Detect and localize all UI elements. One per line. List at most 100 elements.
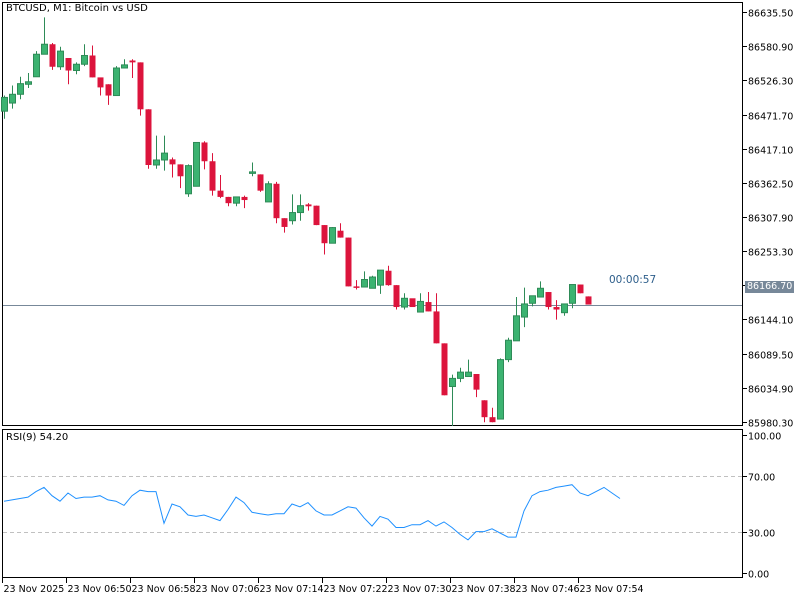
time-tick-label: 23 Nov 07:22	[324, 584, 388, 595]
bull-candle	[17, 83, 24, 95]
bear-candle	[385, 270, 392, 286]
price-tick-label: 86580.90	[748, 43, 793, 54]
bear-candle	[281, 218, 288, 227]
bear-candle	[545, 292, 552, 308]
price-tick-label: 86089.50	[748, 351, 793, 362]
bull-candle	[329, 227, 336, 244]
bull-candle	[529, 295, 536, 304]
bull-candle	[161, 152, 168, 161]
countdown-timer: 00:00:57	[609, 274, 657, 286]
bull-candle	[25, 81, 32, 85]
time-tick-label: 23 Nov 07:06	[196, 584, 260, 595]
bear-candle	[169, 159, 176, 165]
time-tick-label: 23 Nov 07:30	[388, 584, 452, 595]
bull-candle	[233, 196, 240, 204]
bull-candle	[153, 159, 160, 166]
bull-candle	[417, 300, 424, 313]
bear-candle	[241, 196, 248, 201]
bull-candle	[497, 359, 504, 420]
bull-candle	[265, 183, 272, 203]
bear-candle	[409, 298, 416, 308]
bull-candle	[457, 371, 464, 379]
bear-candle	[425, 302, 432, 312]
rsi-tick-label: 100.00	[748, 432, 781, 443]
rsi-tick-label: 70.00	[748, 473, 775, 484]
price-tick-label: 86253.30	[748, 248, 793, 259]
bull-candle	[121, 64, 128, 69]
price-tick-label: 86362.50	[748, 180, 793, 191]
bear-candle	[89, 55, 96, 78]
bear-candle	[177, 164, 184, 177]
bull-candle	[193, 141, 200, 187]
price-tick-label: 86471.70	[748, 112, 793, 123]
bear-candle	[585, 296, 592, 305]
bear-candle	[137, 62, 144, 110]
bull-candle	[9, 93, 16, 104]
bull-candle	[73, 63, 80, 72]
bear-candle	[577, 284, 584, 294]
bear-candle	[97, 77, 104, 88]
bull-candle	[521, 303, 528, 318]
bear-candle	[209, 161, 216, 191]
bull-candle	[465, 371, 472, 378]
bear-candle	[553, 307, 560, 310]
bull-candle	[569, 284, 576, 304]
bull-candle	[1, 96, 8, 112]
price-tick-label: 86144.10	[748, 316, 793, 327]
bear-candle	[321, 225, 328, 244]
bull-candle	[81, 54, 88, 65]
bear-candle	[313, 205, 320, 226]
bear-candle	[433, 311, 440, 344]
bear-candle	[225, 196, 232, 204]
bear-candle	[337, 230, 344, 238]
main-pane-border	[2, 2, 743, 426]
bear-candle	[273, 183, 280, 219]
rsi-tick-label: 0.00	[748, 570, 769, 581]
bear-candle	[489, 417, 496, 423]
price-tick-label: 86034.90	[748, 385, 793, 396]
bear-candle	[345, 237, 352, 287]
bull-candle	[185, 165, 192, 195]
bull-candle	[297, 205, 304, 214]
price-tick-label: 85980.30	[748, 419, 793, 430]
bull-candle	[537, 287, 544, 298]
bull-candle	[33, 53, 40, 78]
bull-candle	[401, 297, 408, 308]
bear-candle	[217, 190, 224, 197]
bear-candle	[65, 57, 72, 71]
bear-candle	[353, 286, 360, 288]
time-tick-label: 23 Nov 2025	[4, 584, 65, 595]
bull-candle	[449, 377, 456, 388]
bear-candle	[105, 84, 112, 96]
rsi-pane-border	[2, 429, 743, 578]
price-tick-label: 86526.30	[748, 77, 793, 88]
bull-candle	[57, 50, 64, 68]
bear-candle	[393, 285, 400, 308]
bull-candle	[361, 279, 368, 288]
rsi-label: RSI(9) 54.20	[6, 432, 69, 443]
price-tick-label: 86307.90	[748, 214, 793, 225]
bear-candle	[145, 109, 152, 165]
time-tick-label: 23 Nov 06:50	[68, 584, 132, 595]
bear-candle	[129, 60, 136, 63]
bull-candle	[249, 171, 256, 174]
bull-candle	[41, 43, 48, 55]
bull-candle	[289, 212, 296, 222]
rsi-tick-label: 30.00	[748, 529, 775, 540]
bear-candle	[257, 174, 264, 191]
rsi-line	[3, 484, 621, 541]
bull-candle	[505, 339, 512, 361]
bear-candle	[305, 204, 312, 207]
bull-candle	[377, 269, 384, 286]
bear-candle	[473, 374, 480, 390]
bull-candle	[113, 67, 120, 97]
bear-candle	[201, 142, 208, 162]
bear-candle	[49, 44, 56, 67]
current-price-badge: 86166.70	[745, 281, 795, 293]
bull-candle	[513, 315, 520, 342]
price-tick-label: 86635.50	[748, 9, 793, 20]
bear-candle	[441, 343, 448, 396]
bull-candle	[369, 276, 376, 289]
time-tick-label: 23 Nov 06:58	[132, 584, 196, 595]
